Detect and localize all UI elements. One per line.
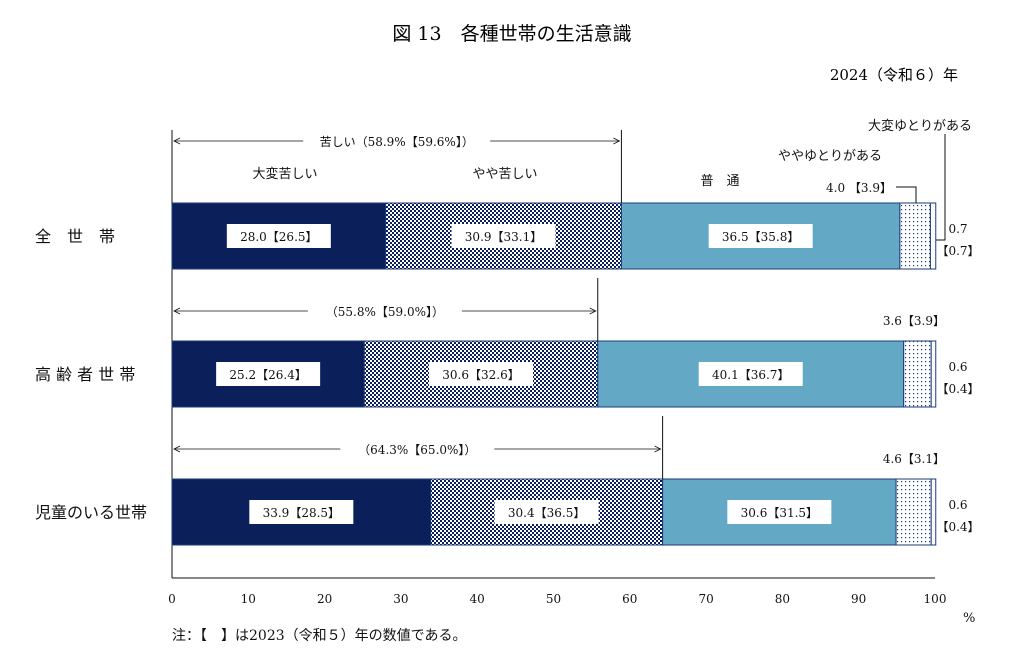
data-label: 4.6【3.1】 bbox=[883, 452, 945, 466]
data-label-box bbox=[451, 224, 556, 248]
data-label: 25.2【26.4】 bbox=[229, 368, 306, 382]
data-label-box bbox=[429, 362, 534, 386]
leader-line bbox=[896, 186, 917, 203]
data-label: 3.6【3.9】 bbox=[883, 314, 945, 328]
footnote: 注：【 】は2023（令和５）年の数値である。 bbox=[172, 628, 467, 644]
series-label: 大変苦しい bbox=[252, 166, 317, 182]
x-tick-label: 0 bbox=[168, 592, 176, 606]
data-label-box bbox=[698, 362, 803, 386]
total-label-box bbox=[340, 440, 495, 458]
x-tick-label: 30 bbox=[393, 592, 408, 606]
data-label-box bbox=[226, 224, 331, 248]
data-label: 30.6【31.5】 bbox=[741, 506, 818, 520]
data-label: 28.0【26.5】 bbox=[240, 230, 317, 244]
data-label-box bbox=[727, 500, 832, 524]
year-label: 2024（令和６）年 bbox=[830, 66, 958, 84]
data-label: 40.1【36.7】 bbox=[712, 368, 789, 382]
row-label: 全 世 帯 bbox=[35, 227, 115, 246]
x-tick-label: 20 bbox=[317, 592, 332, 606]
data-label: 【0.4】 bbox=[936, 382, 979, 396]
series-label: 大変ゆとりがある bbox=[868, 118, 972, 134]
bar-segment bbox=[930, 478, 937, 546]
total-label-box bbox=[303, 132, 491, 150]
arrow-head bbox=[589, 307, 597, 315]
row-label: 高 齢 者 世 帯 bbox=[35, 365, 135, 384]
data-label: 33.9【28.5】 bbox=[263, 506, 340, 520]
x-tick-label: 10 bbox=[241, 592, 256, 606]
data-label: 4.0 【3.9】 bbox=[826, 181, 892, 195]
data-label-box bbox=[494, 500, 599, 524]
data-label: 0.6 bbox=[948, 498, 967, 512]
bar-segment bbox=[895, 478, 932, 546]
data-label-box bbox=[216, 362, 321, 386]
series-label: やや苦しい bbox=[472, 166, 537, 182]
hard-total-label: （55.8%【59.0%】） bbox=[326, 305, 444, 319]
data-label-box bbox=[708, 224, 813, 248]
row-label: 児童のいる世帯 bbox=[35, 503, 147, 522]
arrow-head bbox=[173, 445, 181, 453]
data-label: 0.6 bbox=[948, 360, 967, 374]
leader-line bbox=[936, 134, 946, 241]
unit-label: % bbox=[963, 611, 975, 626]
data-label: 【0.4】 bbox=[936, 520, 979, 534]
arrow-head bbox=[173, 307, 181, 315]
data-label: 0.7 bbox=[948, 222, 967, 236]
data-label: 36.5【35.8】 bbox=[722, 230, 799, 244]
x-tick-label: 50 bbox=[546, 592, 561, 606]
arrow-head bbox=[173, 137, 181, 145]
hard-total-label: 苦しい（58.9%【59.6%】） bbox=[320, 135, 474, 149]
arrow-head bbox=[654, 445, 662, 453]
data-label-box bbox=[249, 500, 354, 524]
hard-total-label: （64.3%【65.0%】） bbox=[358, 443, 476, 457]
data-label: 30.9【33.1】 bbox=[465, 230, 542, 244]
x-tick-label: 80 bbox=[775, 592, 790, 606]
x-tick-label: 40 bbox=[470, 592, 485, 606]
total-label-box bbox=[307, 302, 462, 320]
data-label: 30.6【32.6】 bbox=[442, 368, 519, 382]
bar-segment bbox=[930, 340, 937, 408]
series-label: 普 通 bbox=[700, 174, 739, 189]
x-tick-label: 100 bbox=[924, 592, 947, 606]
x-tick-label: 70 bbox=[698, 592, 713, 606]
x-tick-label: 60 bbox=[622, 592, 637, 606]
series-label: ややゆとりがある bbox=[778, 149, 882, 164]
bar-segment bbox=[929, 202, 937, 270]
bar-segment bbox=[903, 340, 932, 408]
data-label: 【0.7】 bbox=[936, 244, 979, 258]
data-label: 30.4【36.5】 bbox=[508, 506, 585, 520]
chart-title: 図 13 各種世帯の生活意識 bbox=[392, 23, 631, 45]
arrow-head bbox=[613, 137, 621, 145]
x-tick-label: 90 bbox=[851, 592, 866, 606]
bar-segment bbox=[899, 202, 931, 270]
